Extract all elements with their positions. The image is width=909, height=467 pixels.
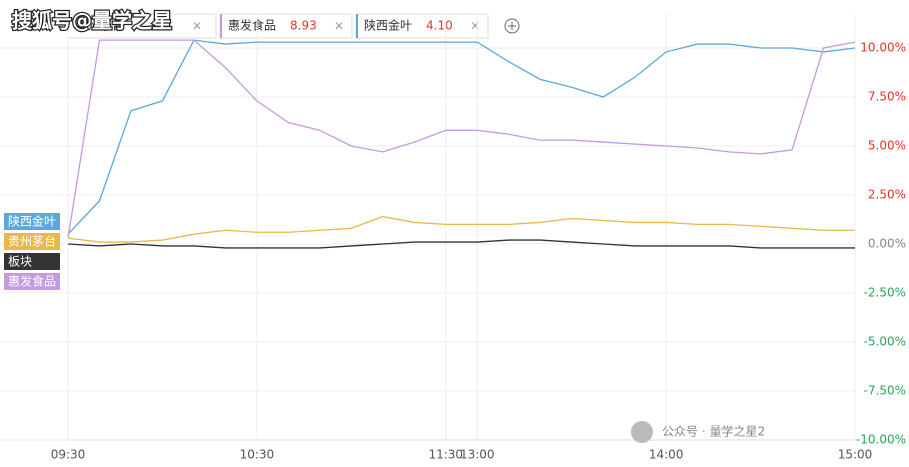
footer-watermark: 公众号 · 量学之星2 bbox=[662, 424, 765, 439]
y-tick-label: 5.00% bbox=[868, 139, 906, 153]
y-tick-label: -2.50% bbox=[864, 286, 906, 300]
x-tick-label: 14:00 bbox=[649, 448, 684, 462]
legend-swatch bbox=[4, 233, 60, 250]
x-tick-label: 11:30 bbox=[428, 448, 463, 462]
legend-swatch bbox=[4, 213, 60, 230]
series-line bbox=[67, 215, 855, 243]
y-tick-label: -5.00% bbox=[864, 335, 906, 349]
y-tick-label: 2.50% bbox=[868, 188, 906, 202]
tab-name: 贵州茅台 bbox=[76, 18, 124, 33]
y-tick-label: -10.00% bbox=[856, 433, 906, 447]
plot: 10.00% 7.50% 5.00% 2.50% 0.00% -2.50% -5.00% -7… bbox=[0, 14, 906, 462]
tab[interactable] bbox=[219, 13, 353, 39]
legend-label: 惠发食品 bbox=[8, 274, 56, 289]
x-tick-label: 15:00 bbox=[838, 448, 873, 462]
add-icon bbox=[508, 22, 516, 30]
tab-close[interactable]: × bbox=[470, 19, 480, 33]
tab-name: 惠发食品 bbox=[228, 18, 276, 33]
legend-swatch bbox=[4, 253, 60, 270]
series-line bbox=[67, 39, 856, 239]
x-tick-label: 13:00 bbox=[460, 448, 495, 462]
tab-name: 陕西金叶 bbox=[364, 18, 412, 33]
series-line bbox=[67, 39, 856, 235]
x-tick-label: 10:30 bbox=[240, 448, 275, 462]
legend-swatch bbox=[4, 273, 60, 290]
add-button[interactable] bbox=[504, 18, 520, 34]
tab-color bbox=[220, 14, 222, 38]
tab-price: 8.93 bbox=[290, 19, 317, 33]
y-tick-label: 10.00% bbox=[860, 41, 906, 55]
watermark: 搜狐号@量学之星 bbox=[12, 9, 172, 33]
series-line bbox=[67, 239, 855, 249]
tab-price: 4.10 bbox=[426, 19, 453, 33]
tab-color bbox=[356, 14, 358, 38]
legend-label: 贵州茅台 bbox=[8, 234, 56, 249]
tab-close[interactable]: × bbox=[192, 19, 202, 33]
wechat-icon bbox=[631, 421, 653, 443]
y-tick-label: 0.00% bbox=[868, 237, 906, 251]
x-tick-label: 09:30 bbox=[51, 448, 86, 462]
legend-label: 板块 bbox=[8, 255, 32, 269]
legend-label: 陕西金叶 bbox=[8, 214, 56, 229]
tab-close[interactable]: × bbox=[334, 19, 344, 33]
y-tick-label: -7.50% bbox=[864, 384, 906, 398]
y-tick-label: 7.50% bbox=[868, 90, 906, 104]
